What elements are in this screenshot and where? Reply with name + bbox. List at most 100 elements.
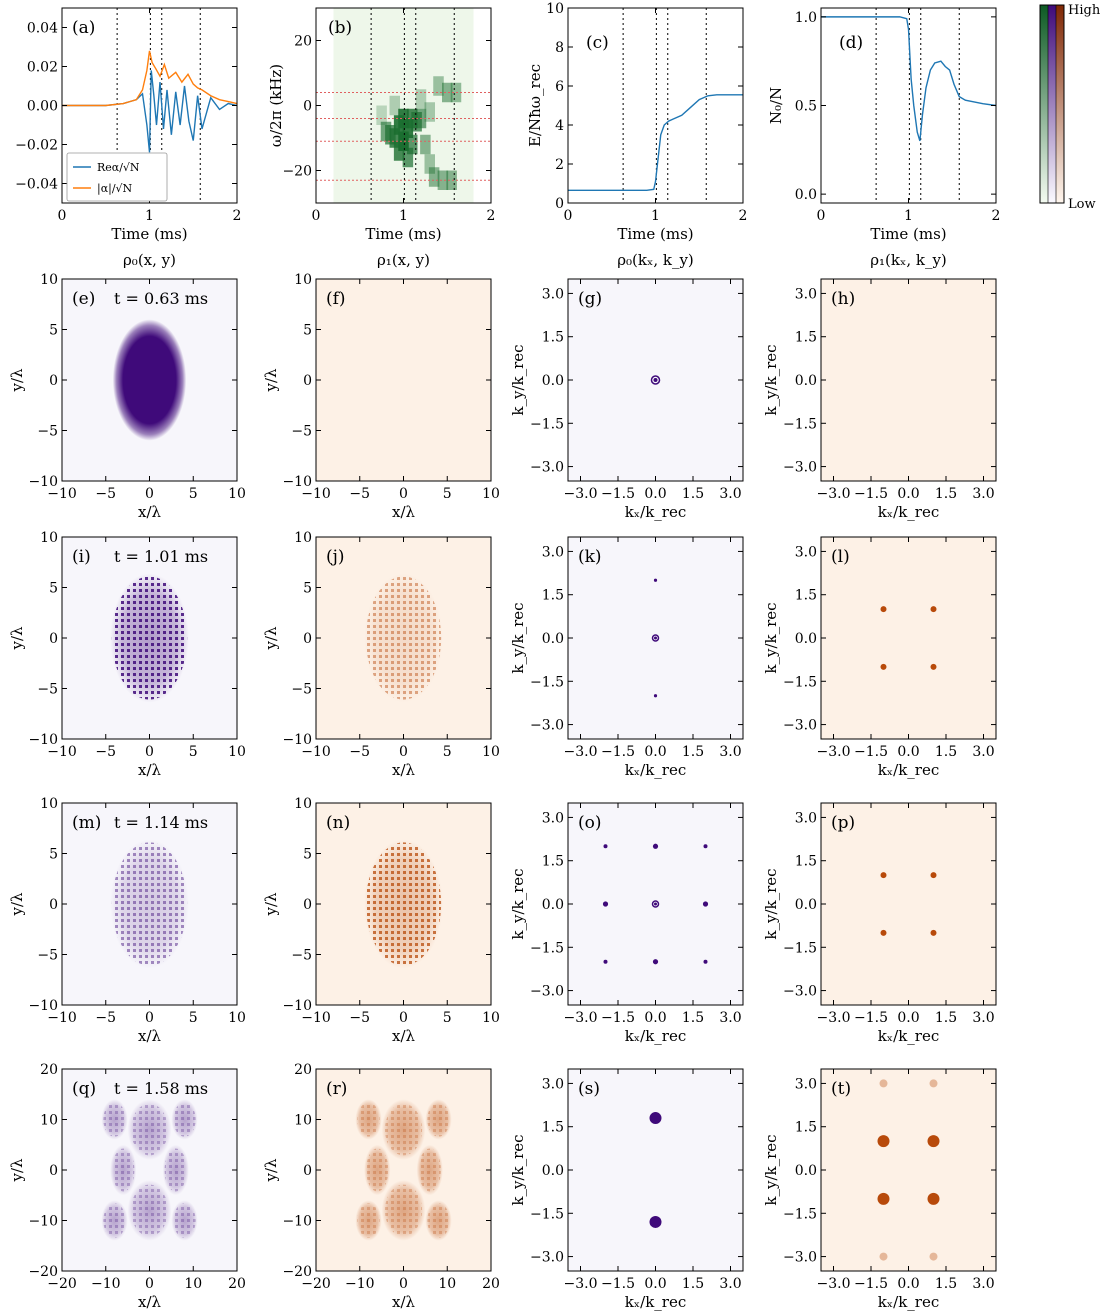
x-tick-label: −5 [95,1010,116,1026]
y-tick-label: 0.0 [795,187,817,203]
x-tick-label: 10 [438,1276,456,1292]
panel-g: −3.0 −1.5 0.0 1.5 3.0−3.0−1.50.01.53.0kₓ/k_r… [509,278,744,521]
momentum-peak [877,1192,890,1205]
y-tick-label: −10 [28,474,58,490]
y-tick-label: 20 [294,1062,312,1078]
y-tick-label: −3.0 [530,984,564,1000]
y-tick-label: 0 [49,1163,58,1179]
density-lobe-lattice [357,1203,380,1238]
y-tick-label: 20 [40,1062,58,1078]
panel-b: 0 1 2 20 0 −20 Time (ms) ω/2π (kHz) (b) [267,7,496,243]
y-tick-label: 0.0 [542,1163,564,1179]
series-abs-alpha-line [62,50,238,107]
density-lobe-lattice [130,1184,169,1237]
x-tick-label: 1.5 [935,1010,957,1026]
panel-m: −10 −5 0 5 10 −10 −5 0 5 10 x/λ y/λ (m) t = 1.14 ms [8,796,246,1045]
density-lobe-lattice [427,1102,450,1137]
y-tick-label: 1.5 [795,330,817,346]
x-axis-label: kₓ/k_rec [625,503,687,521]
panel-label: (m) [72,813,101,833]
panel-label: (a) [72,18,95,38]
y-axis-label: k_y/k_rec [509,868,527,939]
panel-p: −3.0 −1.5 0.0 1.5 3.0−3.0−1.50.01.53.0kₓ/k_r… [762,802,997,1045]
y-axis-label: k_y/k_rec [762,1134,780,1205]
y-tick-label: −3.0 [530,1250,564,1266]
y-axis-label: E/Nħω_rec [526,64,544,147]
x-tick-label: −10 [301,744,331,760]
x-tick-label: 3.0 [719,1010,741,1026]
y-tick-label: 3.0 [795,286,817,302]
x-axis-label: Time (ms) [111,225,187,243]
x-axis-label: kₓ/k_rec [878,1027,940,1045]
heatmap-cell [428,167,440,187]
momentum-peak [880,929,887,936]
x-tick-label: 0.0 [644,486,666,502]
x-tick-label: −10 [47,1010,77,1026]
x-tick-label: 0 [399,744,408,760]
y-tick-label: 2 [555,157,564,173]
y-tick-label: −10 [28,732,58,748]
x-tick-label: −1.5 [601,486,635,502]
momentum-peak [651,634,660,642]
momentum-peak-core [653,378,658,382]
x-tick-label: 3.0 [972,1276,994,1292]
x-tick-label: 3.0 [719,744,741,760]
x-axis-label: kₓ/k_rec [625,761,687,779]
momentum-peak [649,1215,662,1228]
panel-label: (j) [326,547,345,567]
y-tick-label: −3.0 [783,984,817,1000]
x-tick-label: −1.5 [854,744,888,760]
plot-bg [821,537,996,739]
x-axis-label: kₓ/k_rec [625,1027,687,1045]
x-tick-label: 3.0 [719,486,741,502]
y-tick-label: −1.5 [530,674,564,690]
density-lobe-lattice [427,1203,450,1238]
x-tick-label: 1.5 [682,744,704,760]
y-axis-label: y/λ [8,368,26,393]
plot-bg [568,8,743,203]
x-tick-label: 0.0 [897,1010,919,1026]
x-tick-label: 10 [482,1010,500,1026]
panel-r: −20 −10 0 10 20 −20 −10 0 10 20 x/λ y/λ (r) [262,1062,500,1311]
y-tick-label: 0 [49,373,58,389]
x-tick-label: 0 [145,1010,154,1026]
y-tick-label: 3.0 [542,810,564,826]
y-tick-label: −10 [28,1214,58,1230]
plot-bg [568,1069,743,1271]
y-tick-label: 0 [303,373,312,389]
x-axis-label: x/λ [138,503,162,521]
panel-label: (d) [839,33,863,53]
momentum-peak [930,929,937,936]
y-axis-label: k_y/k_rec [762,344,780,415]
panel-label: (k) [578,547,602,567]
x-tick-label: −20 [301,1276,331,1292]
momentum-peak [930,872,937,879]
x-tick-label: −1.5 [601,744,635,760]
x-tick-label: −3.0 [817,1276,851,1292]
x-tick-label: 0.0 [644,1276,666,1292]
panel-j: −10 −5 0 5 10 −10 −5 0 5 10 x/λ y/λ (j) [262,530,500,779]
x-tick-label: 3.0 [972,1010,994,1026]
x-tick-label: 5 [189,486,198,502]
y-tick-label: −1.5 [530,1206,564,1222]
y-tick-label: 0.04 [27,21,58,37]
x-tick-label: 2 [487,208,496,224]
x-axis-label: x/λ [392,503,416,521]
colorbar-orange [1056,5,1064,203]
x-tick-label: −5 [95,744,116,760]
x-axis-label: x/λ [392,1293,416,1311]
y-tick-label: −3.0 [783,460,817,476]
colorbar-low-label: Low [1068,197,1096,212]
y-tick-label: 5 [303,323,312,339]
x-axis-label: Time (ms) [365,225,441,243]
x-tick-label: 0 [564,208,573,224]
legend-entry: Reα/√N [97,161,140,174]
legend-entry: |α|/√N [97,182,133,196]
y-tick-label: −1.5 [783,940,817,956]
time-annotation: t = 1.14 ms [114,813,208,832]
x-tick-label: 0 [145,1276,154,1292]
x-tick-label: 0 [399,1010,408,1026]
y-axis-label: y/λ [262,892,280,917]
y-tick-label: 0.0 [542,897,564,913]
y-tick-label: −10 [282,1214,312,1230]
